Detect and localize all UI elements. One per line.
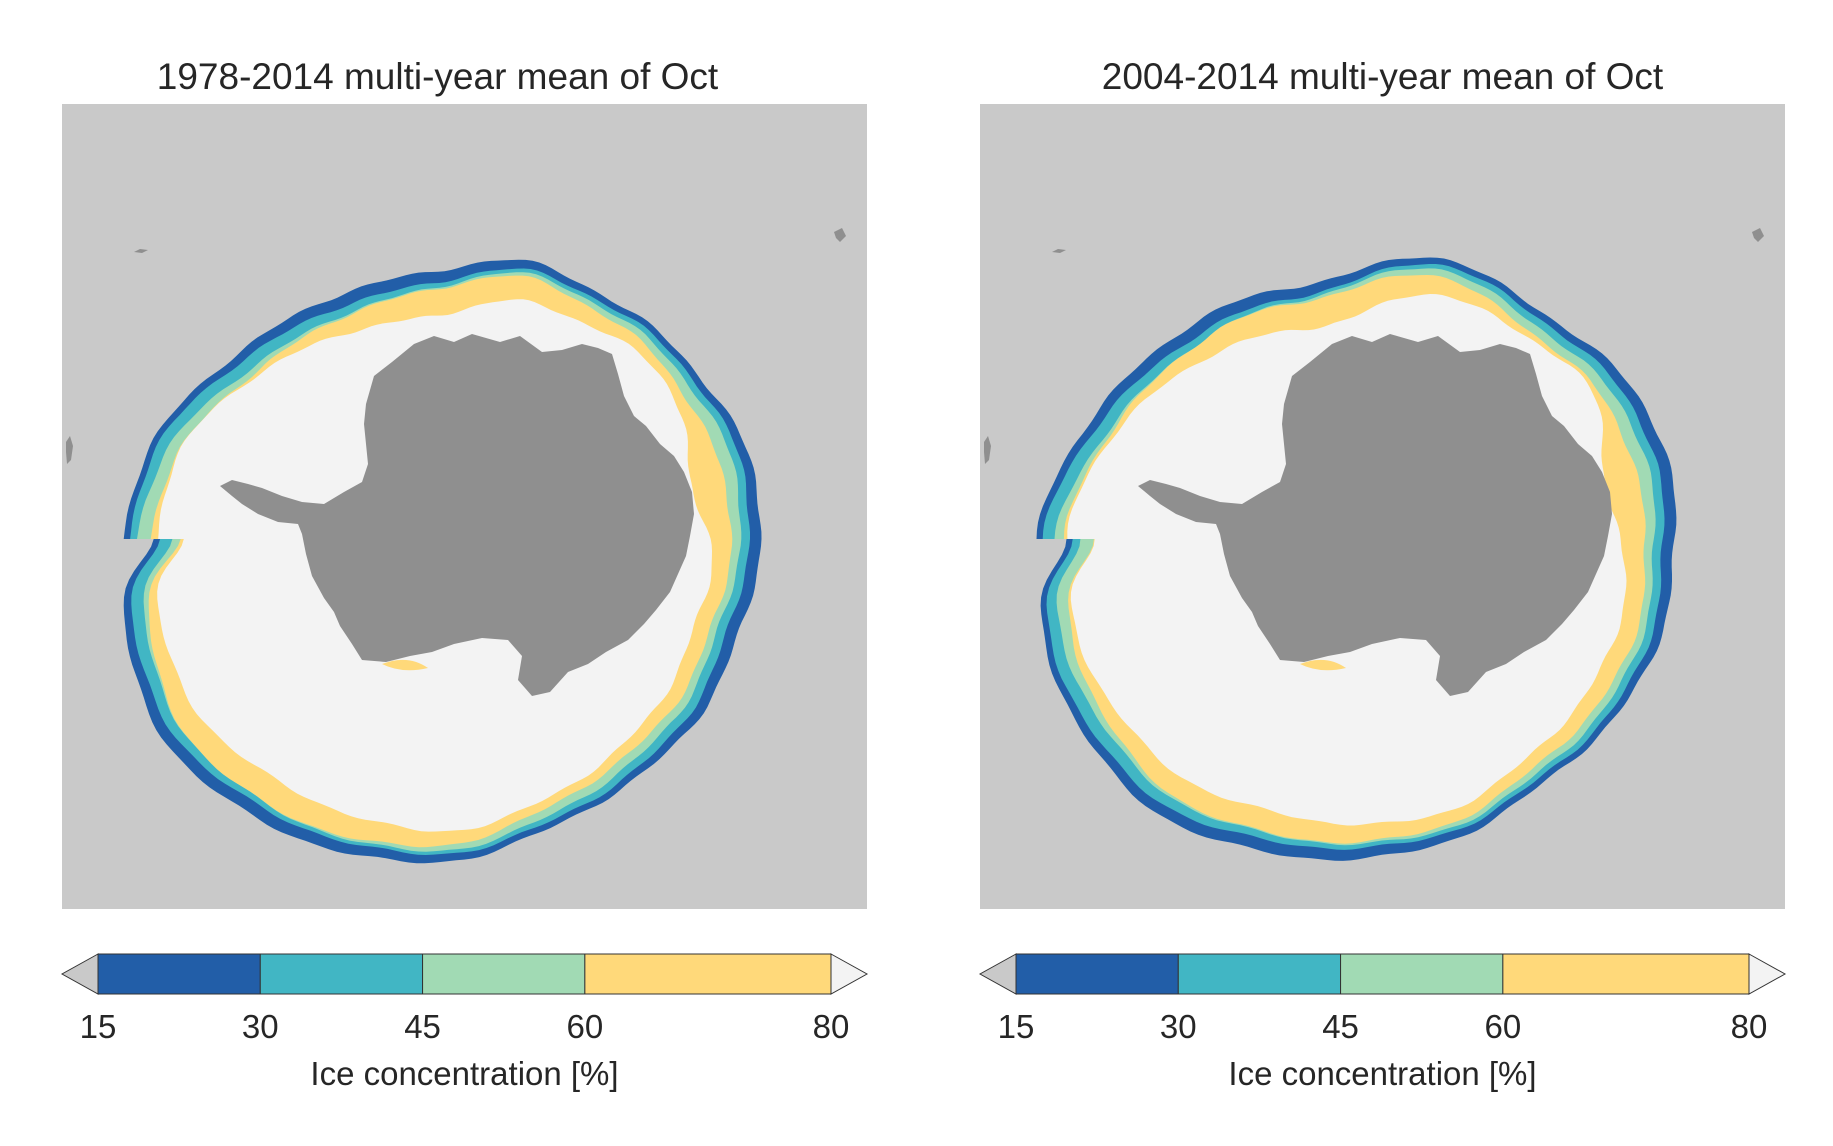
island-shape (1752, 228, 1764, 242)
island-shape (66, 436, 73, 464)
island-shape (134, 249, 148, 253)
colorbar-bin-15-30 (97, 953, 261, 995)
island-shape (834, 228, 846, 242)
island-shape (984, 436, 991, 464)
antarctica-land (220, 334, 694, 696)
colorbar-tick-label: 15 (997, 1008, 1035, 1045)
panel-1978-2014: 1978-2014 multi-year mean of Oct 15 30 45 6… (0, 0, 869, 1146)
sea-ice-map-svg (980, 104, 1785, 909)
colorbar-tick-label: 80 (1730, 1008, 1768, 1045)
colorbar (60, 952, 869, 996)
colorbar-over-extension (830, 953, 869, 995)
sea-ice-map-svg (62, 104, 867, 909)
ice-band-60-80 (382, 659, 428, 671)
colorbar (978, 952, 1787, 996)
sea-ice-map (62, 104, 867, 909)
colorbar-ticks: 15 30 45 60 80 (980, 1008, 1785, 1048)
colorbar-over-extension (1748, 953, 1787, 995)
colorbar-bin-60-80 (584, 953, 832, 995)
colorbar-tick-label: 45 (1322, 1008, 1359, 1045)
colorbar-bin-30-45 (259, 953, 424, 995)
ice-band-60-80 (1300, 659, 1346, 671)
colorbar-label: Ice concentration [%] (310, 1055, 619, 1092)
colorbar-bin-15-30 (1015, 953, 1179, 995)
colorbar-under-extension (60, 953, 99, 995)
map-title: 1978-2014 multi-year mean of Oct (156, 56, 719, 97)
panel-2004-2014: 2004-2014 multi-year mean of Oct 15 30 45 6… (918, 0, 1787, 1146)
island-shape (1052, 249, 1066, 253)
map-title: 2004-2014 multi-year mean of Oct (1101, 56, 1664, 97)
antarctica-land (1138, 334, 1612, 696)
colorbar-under-extension (978, 953, 1017, 995)
colorbar-tick-label: 15 (79, 1008, 117, 1045)
colorbar-ticks: 15 30 45 60 80 (62, 1008, 867, 1048)
colorbar-bin-45-60 (422, 953, 586, 995)
sea-ice-map (980, 104, 1785, 909)
colorbar-tick-label: 45 (404, 1008, 441, 1045)
colorbar-tick-label: 80 (812, 1008, 850, 1045)
colorbar-tick-label: 30 (1159, 1008, 1197, 1045)
colorbar-tick-label: 60 (1484, 1008, 1522, 1045)
colorbar-tick-label: 30 (241, 1008, 279, 1045)
colorbar-bin-45-60 (1340, 953, 1504, 995)
colorbar-label: Ice concentration [%] (1228, 1055, 1537, 1092)
colorbar-tick-label: 60 (566, 1008, 604, 1045)
colorbar-bin-60-80 (1502, 953, 1750, 995)
colorbar-bin-30-45 (1177, 953, 1342, 995)
